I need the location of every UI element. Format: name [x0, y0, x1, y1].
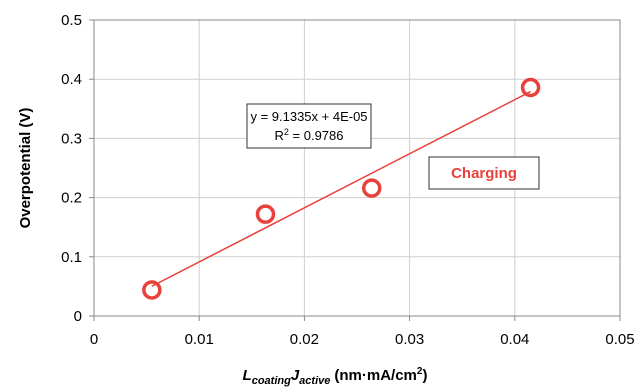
y-tick-label: 0.4 [61, 71, 82, 88]
data-point [520, 77, 541, 98]
trendline-r2: R2 = 0.9786 [275, 127, 344, 143]
plot-area [93, 19, 621, 317]
x-axis-title-J: J [291, 367, 300, 384]
y-axis-title: Overpotential (V) [17, 108, 34, 229]
x-axis-title-units: (nm·mA/cm [334, 367, 417, 384]
x-tick-label: 0 [90, 331, 98, 348]
x-axis-title: LcoatingJactive (nm·mA/cm2) [243, 366, 428, 387]
x-axis-title-active-sub: active [299, 375, 330, 387]
x-tick-label: 0.02 [290, 331, 319, 348]
y-tick-label: 0.1 [61, 249, 82, 266]
data-point [361, 178, 382, 198]
data-point [142, 280, 162, 300]
x-axis-title-units-close: ) [422, 367, 427, 384]
x-axis-title-coating-sub: coating [252, 375, 291, 387]
y-tick-label: 0.5 [61, 12, 82, 29]
grid [93, 19, 621, 317]
y-tick-label: 0.3 [61, 130, 82, 147]
x-tick-label: 0.01 [185, 331, 214, 348]
x-axis-title-units-sup: 2 [417, 366, 423, 377]
r2-sup: 2 [284, 127, 289, 137]
data-point [255, 204, 276, 224]
x-tick-label: 0.03 [395, 331, 424, 348]
trendline-equation: y = 9.1335x + 4E-05 [250, 109, 367, 124]
x-tick-label: 0.04 [500, 331, 529, 348]
r2-prefix: R [275, 128, 284, 143]
data-points [142, 77, 541, 300]
x-axis-title-L: L [243, 367, 252, 384]
charging-label: Charging [451, 165, 517, 182]
x-axis: 0 0.01 0.02 0.03 0.04 0.05 [90, 316, 635, 348]
charging-annotation: Charging [428, 156, 540, 190]
y-tick-label: 0 [74, 308, 82, 325]
y-tick-label: 0.2 [61, 190, 82, 207]
trendline-equation-box: y = 9.1335x + 4E-05 R2 = 0.9786 [246, 103, 372, 149]
r2-value: = 0.9786 [289, 128, 344, 143]
trendline [151, 90, 531, 287]
y-axis: 0 0.1 0.2 0.3 0.4 0.5 [61, 12, 94, 325]
x-tick-label: 0.05 [605, 331, 634, 348]
